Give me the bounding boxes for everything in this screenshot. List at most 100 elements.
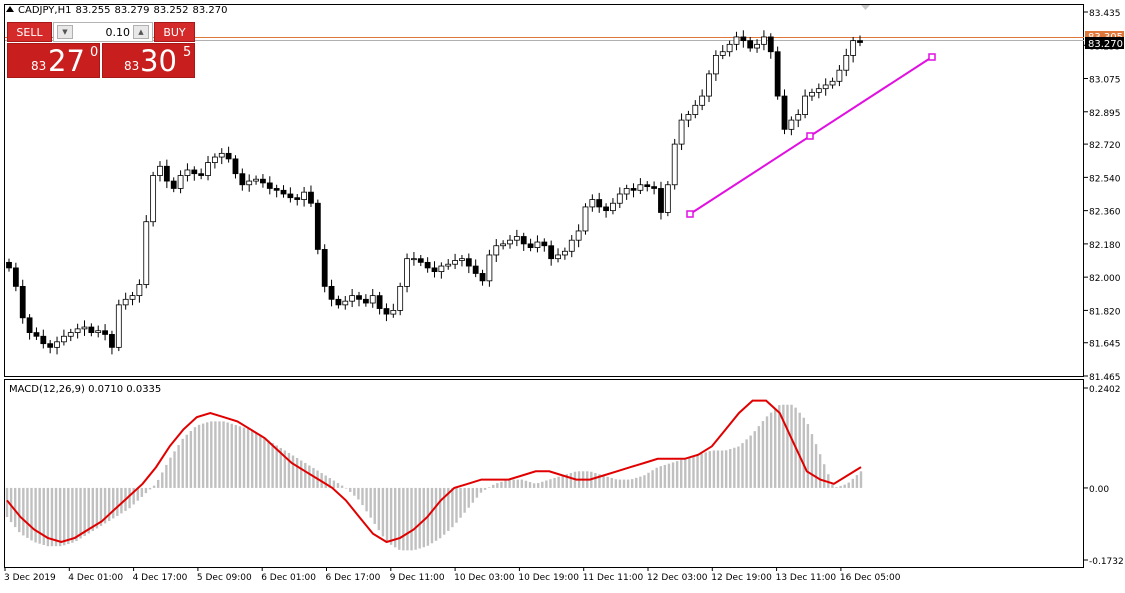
candle-body bbox=[836, 69, 843, 82]
price-tick-label: 82.360 bbox=[1089, 208, 1121, 218]
candle bbox=[136, 279, 143, 303]
candle-body bbox=[781, 95, 788, 130]
candle-body bbox=[157, 165, 163, 176]
macd-bar bbox=[532, 483, 536, 488]
candle-body bbox=[6, 261, 12, 269]
candle bbox=[328, 279, 335, 307]
macd-bar bbox=[745, 439, 748, 488]
lot-increase-icon[interactable]: ▲ bbox=[133, 25, 149, 39]
macd-bar bbox=[778, 405, 781, 488]
macd-bar bbox=[459, 487, 462, 518]
macd-bar bbox=[267, 440, 270, 488]
collapse-triangle-icon[interactable] bbox=[6, 6, 14, 12]
candle bbox=[644, 181, 651, 192]
macd-bar bbox=[214, 421, 217, 488]
macd-bar bbox=[716, 450, 720, 488]
lot-size-input[interactable] bbox=[76, 25, 130, 39]
bid-prefix: 83 bbox=[31, 59, 47, 73]
candle-body bbox=[232, 158, 239, 175]
macd-bar bbox=[279, 447, 282, 488]
macd-bar bbox=[332, 480, 336, 488]
macd-bar bbox=[790, 404, 793, 488]
candle-body bbox=[260, 178, 266, 184]
bid-sup: 0 bbox=[90, 45, 99, 60]
macd-bar bbox=[643, 475, 646, 488]
macd-bar bbox=[455, 487, 458, 523]
candle bbox=[424, 257, 431, 273]
macd-bar bbox=[91, 487, 95, 531]
candle-body bbox=[328, 285, 335, 300]
symbol-label: CADJPY,H1 bbox=[18, 5, 72, 16]
macd-bar bbox=[242, 427, 246, 488]
candle bbox=[479, 269, 486, 286]
candle-body bbox=[397, 285, 404, 311]
bid-big: 27 bbox=[48, 44, 85, 78]
trendline-anchor-mid[interactable] bbox=[806, 132, 814, 140]
macd-bar bbox=[765, 416, 769, 488]
candle bbox=[211, 153, 218, 169]
macd-bar bbox=[671, 462, 675, 488]
macd-bar bbox=[594, 472, 597, 488]
macd-bar bbox=[847, 482, 850, 488]
ask-price-box[interactable]: 83 30 5 bbox=[102, 43, 195, 78]
macd-bar bbox=[406, 487, 409, 551]
macd-bar bbox=[291, 455, 295, 488]
macd-bar bbox=[438, 487, 442, 539]
candle bbox=[225, 146, 232, 163]
candle bbox=[726, 40, 733, 57]
bid-price-box[interactable]: 83 27 0 bbox=[7, 43, 100, 78]
candle bbox=[88, 323, 95, 337]
candle bbox=[342, 295, 349, 310]
macd-bar bbox=[275, 445, 278, 488]
candle-body bbox=[61, 335, 67, 343]
macd-bar bbox=[197, 424, 201, 488]
candle-body bbox=[273, 188, 280, 191]
candle bbox=[568, 235, 575, 258]
macd-bar bbox=[443, 487, 446, 535]
macd-bar bbox=[712, 450, 716, 488]
candle bbox=[754, 39, 760, 53]
candle-body bbox=[417, 258, 424, 263]
candle-body bbox=[747, 40, 754, 49]
macd-bar bbox=[528, 482, 532, 488]
candle bbox=[843, 48, 850, 77]
candle bbox=[61, 329, 67, 346]
macd-bar bbox=[156, 479, 160, 488]
macd-bar bbox=[729, 449, 732, 488]
candle-body bbox=[102, 330, 108, 335]
macd-bar bbox=[635, 477, 638, 488]
buy-button[interactable]: BUY bbox=[154, 22, 195, 42]
sell-button[interactable]: SELL bbox=[7, 22, 52, 42]
candle bbox=[411, 252, 417, 266]
candle bbox=[712, 50, 719, 81]
time-tick-label: 6 Dec 01:00 bbox=[261, 573, 316, 583]
macd-bar bbox=[680, 459, 683, 488]
macd-bar bbox=[42, 487, 45, 545]
macd-bar bbox=[786, 404, 789, 488]
trendline-anchor-end[interactable] bbox=[928, 53, 936, 61]
candle bbox=[719, 45, 726, 60]
macd-bar bbox=[757, 426, 761, 488]
macd-bar bbox=[218, 421, 221, 488]
candle bbox=[623, 184, 630, 200]
trendline[interactable] bbox=[686, 53, 936, 218]
candle-body bbox=[658, 188, 664, 213]
candle bbox=[177, 170, 184, 194]
trendline-anchor-start[interactable] bbox=[686, 210, 694, 218]
candle bbox=[692, 100, 699, 119]
candle bbox=[266, 176, 273, 195]
macd-bar bbox=[136, 487, 139, 501]
candle bbox=[122, 292, 129, 310]
macd-bar bbox=[602, 475, 605, 488]
candle bbox=[733, 31, 740, 51]
macd-bar bbox=[814, 444, 818, 488]
candle bbox=[829, 77, 836, 89]
macd-bar bbox=[769, 412, 773, 488]
macd-bar bbox=[561, 475, 564, 488]
candle bbox=[95, 325, 102, 338]
lot-decrease-icon[interactable]: ▼ bbox=[57, 25, 73, 39]
candle bbox=[349, 288, 356, 308]
candle bbox=[582, 203, 589, 235]
candle-body bbox=[390, 310, 397, 315]
